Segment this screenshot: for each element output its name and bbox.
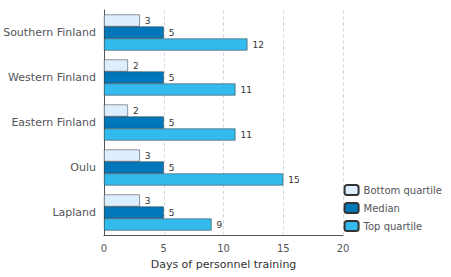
svg-text:Median: Median bbox=[364, 203, 400, 214]
svg-text:11: 11 bbox=[240, 130, 251, 140]
svg-text:3: 3 bbox=[145, 196, 151, 206]
svg-text:2: 2 bbox=[133, 61, 139, 71]
svg-text:0: 0 bbox=[101, 243, 107, 254]
svg-text:5: 5 bbox=[169, 163, 175, 173]
svg-text:20: 20 bbox=[337, 243, 350, 254]
svg-text:Western Finland: Western Finland bbox=[8, 71, 96, 84]
svg-text:Lapland: Lapland bbox=[52, 206, 96, 219]
svg-text:5: 5 bbox=[169, 73, 175, 83]
svg-text:10: 10 bbox=[217, 243, 230, 254]
svg-text:15: 15 bbox=[277, 243, 290, 254]
svg-text:Southern Finland: Southern Finland bbox=[3, 26, 96, 39]
svg-text:15: 15 bbox=[288, 175, 299, 185]
svg-text:5: 5 bbox=[169, 118, 175, 128]
svg-text:5: 5 bbox=[161, 243, 167, 254]
svg-text:12: 12 bbox=[252, 40, 263, 50]
svg-text:3: 3 bbox=[145, 16, 151, 26]
svg-text:Bottom quartile: Bottom quartile bbox=[364, 185, 442, 196]
svg-text:5: 5 bbox=[169, 28, 175, 38]
svg-text:Days of personnel training: Days of personnel training bbox=[151, 258, 297, 271]
svg-text:9: 9 bbox=[217, 220, 223, 230]
svg-text:3: 3 bbox=[145, 151, 151, 161]
svg-text:Top quartile: Top quartile bbox=[363, 221, 423, 232]
svg-text:11: 11 bbox=[240, 85, 251, 95]
svg-text:2: 2 bbox=[133, 106, 139, 116]
svg-text:Oulu: Oulu bbox=[70, 161, 96, 174]
svg-text:Eastern Finland: Eastern Finland bbox=[11, 116, 96, 129]
svg-text:5: 5 bbox=[169, 208, 175, 218]
